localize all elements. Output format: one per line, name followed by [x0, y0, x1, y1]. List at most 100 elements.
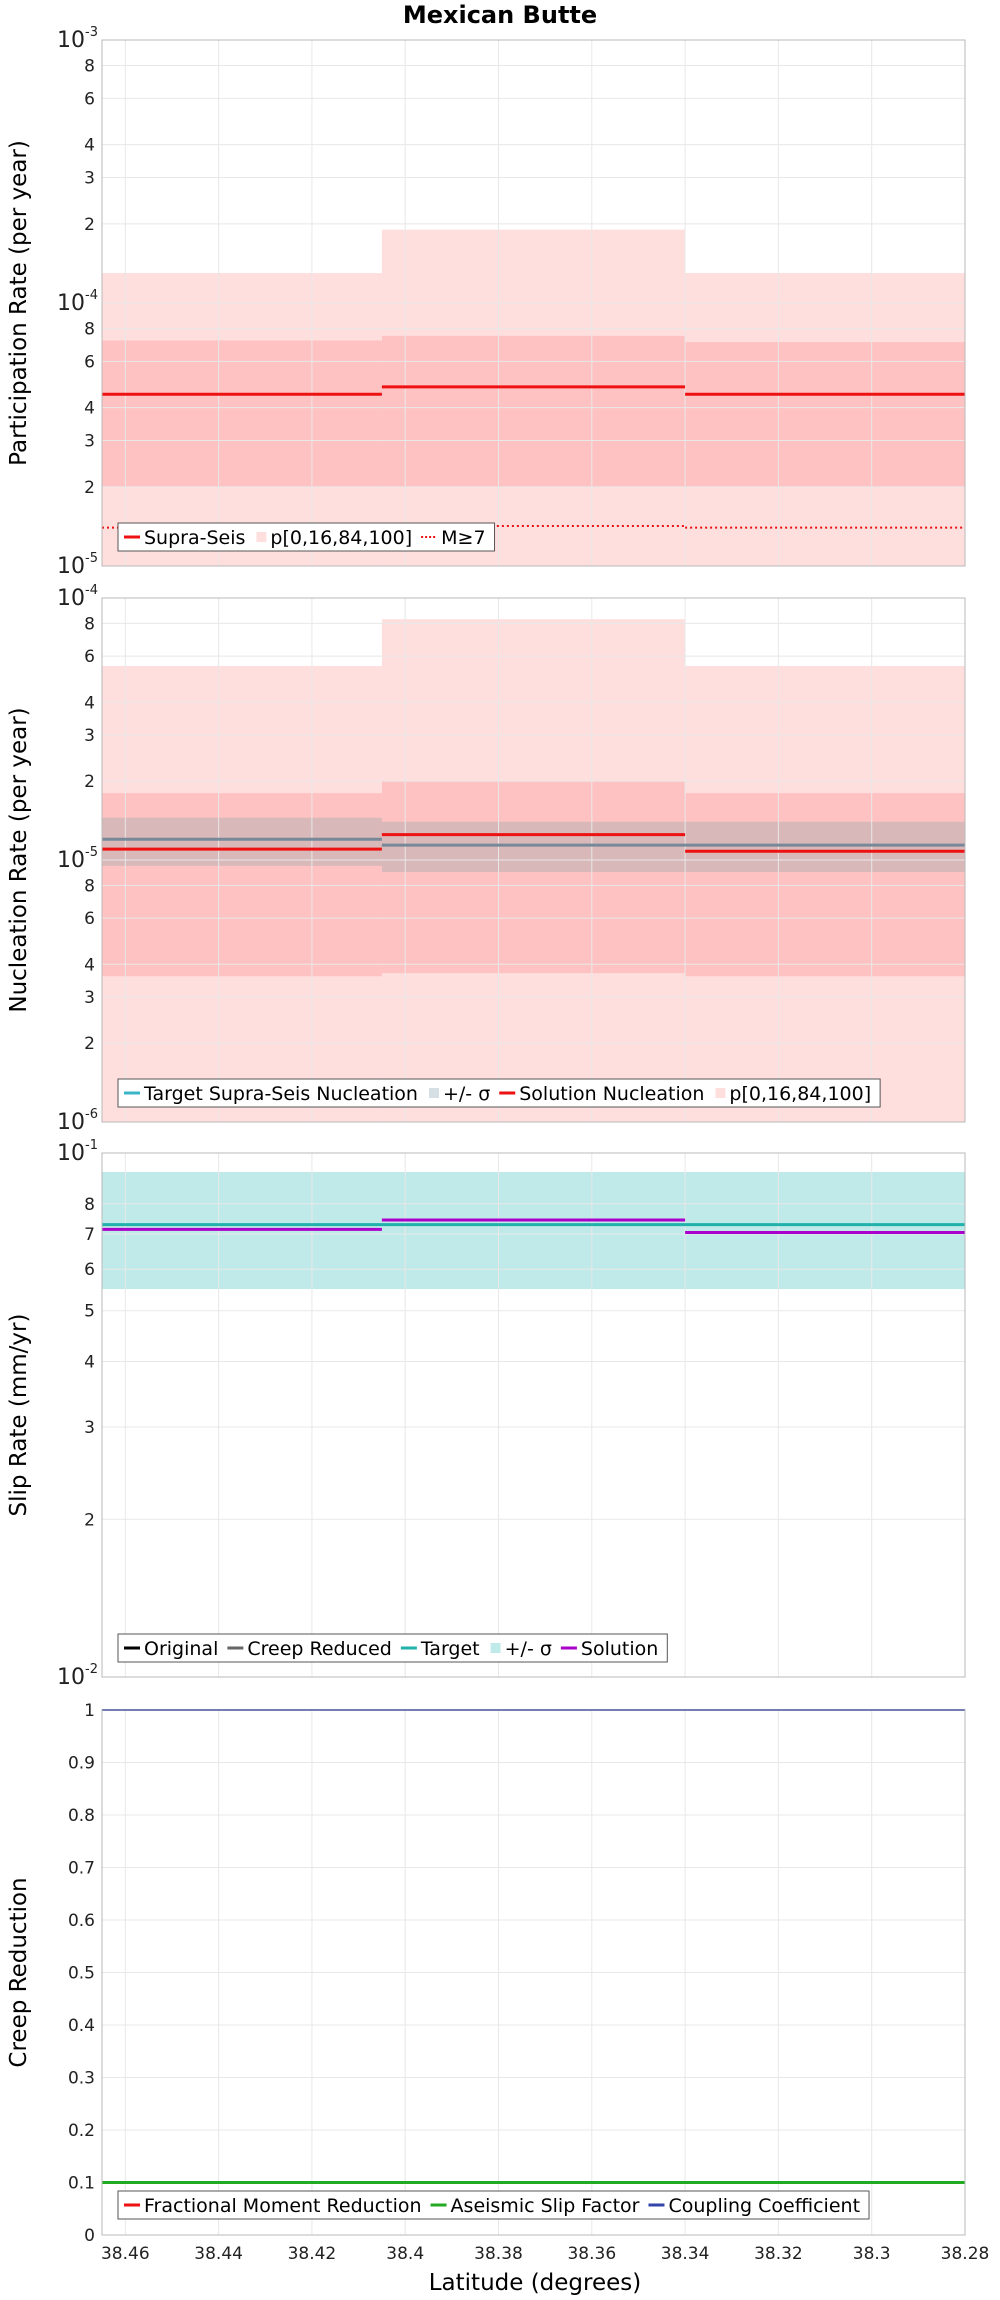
- y-tick-label-2: 0.2: [68, 2121, 95, 2141]
- y-tick-label-6: 10-5: [57, 845, 98, 873]
- y-axis-label: Nucleation Rate (per year): [6, 707, 32, 1012]
- y-tick-label-10: 6: [84, 647, 95, 667]
- x-tick-label-9: 38.28: [941, 2244, 990, 2264]
- legend-label-0: Supra-Seis: [144, 527, 245, 549]
- band-1-segment-2: [685, 342, 965, 487]
- x-tick-label-6: 38.34: [661, 2244, 710, 2264]
- y-tick-label-2: 3: [84, 1418, 95, 1438]
- chart-panel-2: 10-6 2 3 4 6 8 10-5 2 3 4 6 8 10-4 Nucleation Rate (p…: [6, 583, 966, 1135]
- chart-panel-4: 0 0.1 0.2 0.3 0.4 0.5 0.6 0.7 0.8 0.9 1 38.46 38.44 3…: [6, 1701, 989, 2264]
- y-axis-label: Creep Reduction: [6, 1877, 32, 2067]
- y-tick-label-1: 2: [84, 478, 95, 498]
- legend-label-2: Target: [420, 1638, 480, 1660]
- band-1-segment-0: [102, 340, 382, 487]
- y-tick-label-3: 4: [84, 1353, 95, 1373]
- y-tick-label-3: 0.3: [68, 2069, 95, 2089]
- y-tick-label-2: 3: [84, 988, 95, 1008]
- band-2-segment-1: [381, 821, 686, 872]
- y-tick-label-5: 0.5: [68, 1964, 95, 1984]
- legend-box: [117, 522, 496, 552]
- y-tick-label-11: 8: [84, 56, 95, 76]
- y-tick-label-11: 8: [84, 614, 95, 634]
- y-tick-label-6: 7: [84, 1225, 95, 1245]
- plot-frame: [101, 39, 966, 567]
- y-tick-label-8: 3: [84, 169, 95, 189]
- band-1-segment-1: [381, 335, 686, 487]
- y-tick-label-5: 8: [84, 319, 95, 339]
- y-tick-label-5: 6: [84, 1260, 95, 1280]
- legend-label-0: Original: [144, 1638, 218, 1660]
- legend-label-3: p[0,16,84,100]: [729, 1083, 871, 1105]
- y-tick-label-9: 0.9: [68, 1754, 95, 1774]
- y-tick-label-3: 4: [84, 399, 95, 419]
- panels: 10-5 2 3 4 6 8 10-4 2 3 4 6 8 10-3 Participation Rate…: [6, 25, 989, 2264]
- y-tick-label-8: 0.8: [68, 1806, 95, 1826]
- x-tick-label-7: 38.32: [754, 2244, 803, 2264]
- legend-label-3: +/- σ: [505, 1638, 552, 1660]
- plot-frame: [101, 597, 966, 1123]
- y-tick-label-6: 10-4: [57, 288, 98, 316]
- legend-label-4: Solution: [581, 1638, 658, 1660]
- x-tick-label-4: 38.38: [474, 2244, 523, 2264]
- legend-label-0: Fractional Moment Reduction: [144, 2195, 422, 2217]
- y-tick-label-12: 10-3: [57, 25, 98, 53]
- x-tick-label-0: 38.46: [101, 2244, 150, 2264]
- legend-label-1: Creep Reduced: [247, 1638, 391, 1660]
- y-tick-label-0: 10-5: [57, 551, 98, 579]
- x-tick-label-8: 38.3: [853, 2244, 891, 2264]
- legend: Supra-Seis p[0,16,84,100] M≥7: [117, 522, 496, 552]
- legend-label-2: Coupling Coefficient: [668, 2195, 860, 2217]
- y-tick-label-10: 6: [84, 89, 95, 109]
- y-tick-label-12: 10-4: [57, 583, 98, 611]
- legend: Original Creep Reduced Target +/- σ Solution: [117, 1633, 668, 1663]
- y-axis-label: Participation Rate (per year): [6, 140, 32, 466]
- y-tick-label-1: 2: [84, 1034, 95, 1054]
- plot-frame: [101, 1709, 966, 2236]
- y-tick-label-7: 8: [84, 1195, 95, 1215]
- x-tick-label-2: 38.42: [288, 2244, 337, 2264]
- y-tick-label-0: 0: [84, 2226, 95, 2246]
- legend-swatch-1: [256, 532, 267, 542]
- legend-swatch-3: [490, 1643, 501, 1653]
- y-tick-label-7: 2: [84, 772, 95, 792]
- legend: Target Supra-Seis Nucleation +/- σ Solutio…: [117, 1078, 881, 1108]
- y-tick-label-8: 10-1: [57, 1138, 98, 1166]
- legend-box: [117, 1633, 668, 1663]
- y-tick-label-4: 6: [84, 909, 95, 929]
- legend-label-1: +/- σ: [443, 1083, 490, 1105]
- legend-label-2: Solution Nucleation: [519, 1083, 704, 1105]
- y-tick-label-7: 0.7: [68, 1859, 95, 1879]
- y-tick-label-1: 0.1: [68, 2174, 95, 2194]
- legend-swatch-1: [428, 1088, 439, 1098]
- x-tick-label-1: 38.44: [194, 2244, 243, 2264]
- y-tick-label-0: 10-6: [57, 1107, 98, 1135]
- band-2-segment-0: [102, 817, 382, 866]
- y-tick-label-0: 10-2: [57, 1662, 98, 1690]
- x-axis-label: Latitude (degrees): [429, 2270, 642, 2296]
- y-tick-label-8: 3: [84, 726, 95, 746]
- y-tick-label-9: 4: [84, 136, 95, 156]
- legend-label-2: M≥7: [441, 527, 485, 549]
- x-tick-label-5: 38.36: [567, 2244, 616, 2264]
- y-tick-label-5: 8: [84, 876, 95, 896]
- y-tick-label-4: 0.4: [68, 2016, 95, 2036]
- band-1-segment-2: [685, 793, 965, 977]
- band-2-segment-2: [685, 821, 965, 872]
- legend-box: [117, 1078, 881, 1108]
- legend-label-1: p[0,16,84,100]: [270, 527, 412, 549]
- chart-panel-1: 10-5 2 3 4 6 8 10-4 2 3 4 6 8 10-3 Participation Rate…: [6, 25, 966, 579]
- y-tick-label-7: 2: [84, 215, 95, 235]
- plot-frame: [101, 1152, 966, 1678]
- x-tick-label-3: 38.4: [386, 2244, 424, 2264]
- y-tick-label-4: 6: [84, 352, 95, 372]
- y-tick-label-2: 3: [84, 432, 95, 452]
- y-tick-label-10: 1: [84, 1701, 95, 1721]
- legend-label-1: Aseismic Slip Factor: [451, 2195, 640, 2217]
- legend: Fractional Moment Reduction Aseismic Slip…: [117, 2190, 870, 2220]
- y-tick-label-4: 5: [84, 1302, 95, 1322]
- y-tick-label-3: 4: [84, 955, 95, 975]
- y-tick-label-6: 0.6: [68, 1911, 95, 1931]
- grid: [102, 1709, 966, 2236]
- chart-title: Mexican Butte: [403, 1, 597, 29]
